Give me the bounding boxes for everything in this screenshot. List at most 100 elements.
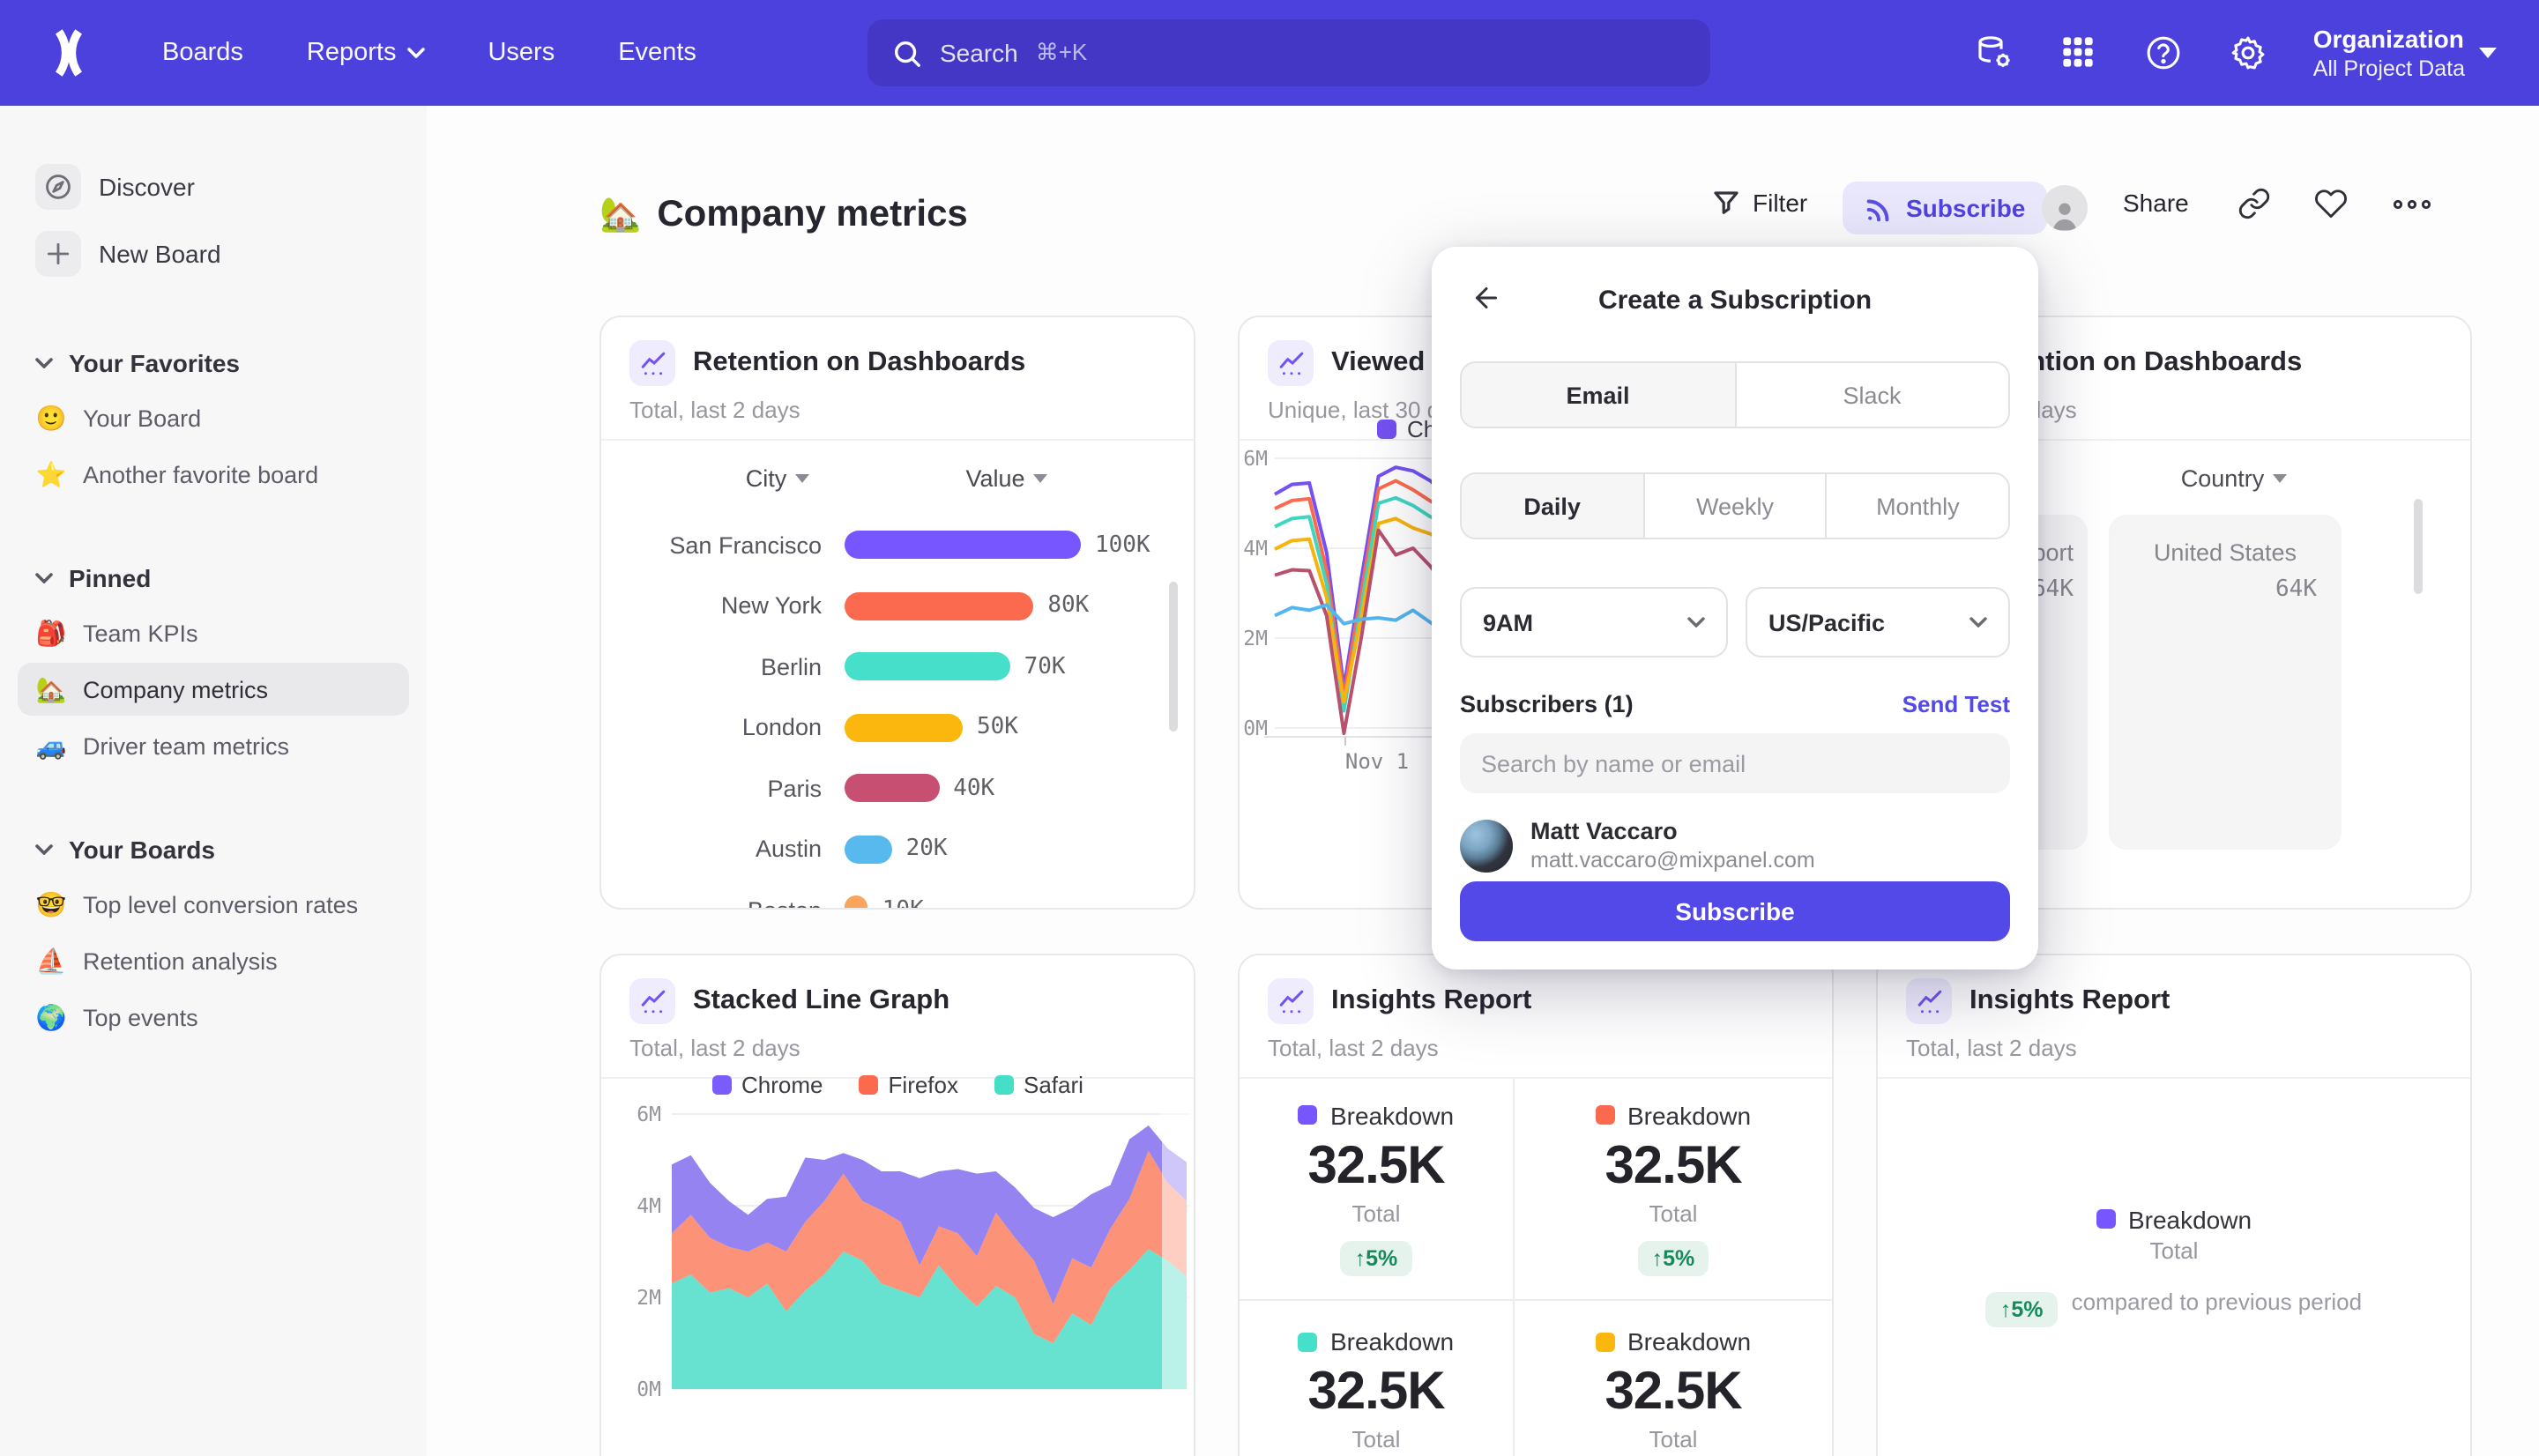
metric-legend: Breakdown — [1595, 1101, 1752, 1129]
delta-caption: compared to previous period — [2071, 1289, 2363, 1315]
table-row[interactable]: New York 80K — [601, 576, 1194, 636]
section-label: Your Favorites — [69, 349, 240, 377]
nav-item-label: Boards — [162, 39, 243, 67]
card-title-row[interactable]: Retention on Dashboards — [629, 340, 1165, 386]
data-management-icon[interactable] — [1975, 33, 2014, 72]
scrollbar[interactable] — [1169, 582, 1178, 732]
metric-tiles: Breakdown 32.5K Total ↑5% Breakdown 32.5K Tota… — [1240, 1077, 1832, 1456]
chevron-down-icon — [35, 844, 53, 855]
card-title-row[interactable]: Insights Report — [1268, 978, 1804, 1024]
board-emoji: 🚙 — [35, 731, 67, 759]
tab-email[interactable]: Email — [1462, 363, 1734, 427]
section-label: Pinned — [69, 564, 152, 592]
search-shortcut: ⌘+K — [1035, 39, 1088, 65]
sidebar-item-label: Your Board — [83, 405, 202, 431]
org-project: All Project Data — [2312, 56, 2465, 81]
nav-item-boards[interactable]: Boards — [162, 39, 243, 67]
copy-link-icon[interactable] — [2237, 187, 2271, 220]
tab-weekly[interactable]: Weekly — [1642, 474, 1826, 538]
settings-gear-icon[interactable] — [2229, 33, 2267, 72]
legend-label: Breakdown — [1627, 1101, 1752, 1129]
timezone-select[interactable]: US/Pacific — [1746, 587, 2010, 657]
metric-value: 32.5K — [1605, 1363, 1742, 1421]
nav-item-events[interactable]: Events — [618, 39, 696, 67]
table-row[interactable]: Austin 20K — [601, 819, 1194, 880]
svg-text:6M: 6M — [637, 1103, 661, 1126]
modal-title: Create a Subscription — [1597, 286, 1873, 316]
board-emoji: 🏡 — [599, 197, 642, 234]
scrollbar[interactable] — [2414, 499, 2423, 594]
sidebar-item-retention-analysis[interactable]: ⛵ Retention analysis — [18, 934, 409, 987]
help-icon[interactable] — [2144, 33, 2183, 72]
board-owner-avatar[interactable] — [2042, 185, 2088, 231]
sidebar-item-company-metrics[interactable]: 🏡 Company metrics — [18, 663, 409, 716]
value-label: 100K — [1095, 531, 1150, 559]
apps-grid-icon[interactable] — [2059, 33, 2098, 72]
sidebar-item-team-kpis[interactable]: 🎒 Team KPIs — [18, 606, 409, 659]
tab-monthly[interactable]: Monthly — [1825, 474, 2008, 538]
table-row[interactable]: San Francisco 100K — [601, 515, 1194, 576]
tab-slack[interactable]: Slack — [1734, 363, 2008, 427]
card-retention-on-dashboards: Retention on Dashboards Total, last 2 da… — [599, 316, 1195, 910]
table-row[interactable]: Paris 40K — [601, 758, 1194, 819]
sidebar-item-another-favorite-board[interactable]: ⭐ Another favorite board — [18, 448, 409, 501]
board-emoji: 🌍 — [35, 1002, 67, 1030]
table-row[interactable]: Berlin 70K — [601, 636, 1194, 697]
legend-item-firefox: Firefox — [858, 1072, 958, 1098]
board-emoji: ⭐ — [35, 459, 67, 487]
more-options-icon[interactable] — [2391, 196, 2433, 213]
sidebar-item-driver-team-metrics[interactable]: 🚙 Driver team metrics — [18, 719, 409, 772]
report-chart-icon — [1906, 978, 1952, 1024]
legend-swatch — [1377, 420, 1396, 439]
subscriber-search-input[interactable] — [1460, 733, 2010, 793]
sidebar-item-top-level-conversion-rates[interactable]: 🤓 Top level conversion rates — [18, 878, 409, 931]
top-nav: Boards Reports Users Events Search ⌘+K — [0, 0, 2539, 106]
share-button[interactable]: Share — [2123, 189, 2189, 217]
metric-sub: Total — [1351, 1426, 1401, 1452]
subscriber-row[interactable]: Matt Vaccaro matt.vaccaro@mixpanel.com — [1460, 818, 1815, 873]
metric-value: 32.5K — [1307, 1363, 1445, 1421]
filter-button[interactable]: Filter — [1712, 189, 1807, 217]
sidebar-item-label: Discover — [99, 173, 195, 201]
svg-text:6M: 6M — [1243, 448, 1268, 471]
country-cell-united-states[interactable]: United States 64K — [2109, 515, 2342, 850]
column-header-value[interactable]: Value — [936, 465, 1077, 492]
subscribe-button[interactable]: Subscribe — [1843, 182, 2047, 234]
tab-daily[interactable]: Daily — [1462, 474, 1643, 538]
value-bar — [845, 713, 963, 742]
modal-subscribe-button[interactable]: Subscribe — [1460, 881, 2010, 941]
table-row[interactable]: London 50K — [601, 697, 1194, 758]
nav-item-users[interactable]: Users — [488, 39, 555, 67]
column-header-city[interactable]: City — [707, 465, 848, 492]
column-header-country[interactable]: Country — [2155, 465, 2313, 492]
board-emoji: ⛵ — [35, 946, 67, 974]
metric-sub: Total — [1649, 1426, 1698, 1452]
org-switcher[interactable]: Organization All Project Data — [2313, 25, 2497, 81]
sidebar-section-header[interactable]: Your Favorites — [0, 338, 427, 388]
card-title-row[interactable]: Stacked Line Graph — [629, 978, 1165, 1024]
sidebar-item-top-events[interactable]: 🌍 Top events — [18, 991, 409, 1044]
legend-label: Firefox — [888, 1072, 958, 1098]
send-test-link[interactable]: Send Test — [1902, 691, 2010, 717]
sidebar-section-header[interactable]: Pinned — [0, 553, 427, 603]
city-label: New York — [720, 592, 822, 620]
nav-item-reports[interactable]: Reports — [307, 39, 425, 67]
sidebar-discover[interactable]: Discover — [18, 155, 409, 219]
mixpanel-logo-icon[interactable] — [46, 28, 92, 78]
legend-swatch — [2096, 1209, 2116, 1229]
card-title-row[interactable]: Insights Report — [1906, 978, 2442, 1024]
favorite-heart-icon[interactable] — [2313, 187, 2349, 220]
search-input[interactable]: Search ⌘+K — [867, 19, 1710, 86]
table-row[interactable]: Boston 10K — [601, 880, 1194, 908]
time-select[interactable]: 9AM — [1460, 587, 1728, 657]
sidebar-item-your-board[interactable]: 🙂 Your Board — [18, 391, 409, 444]
sidebar-section-header[interactable]: Your Boards — [0, 825, 427, 874]
chart-legend: Chrome Firefox Safari — [601, 1072, 1194, 1098]
back-arrow-icon[interactable] — [1471, 282, 1502, 314]
sidebar-new-board[interactable]: New Board — [18, 222, 409, 286]
legend-label: Chrome — [741, 1072, 823, 1098]
